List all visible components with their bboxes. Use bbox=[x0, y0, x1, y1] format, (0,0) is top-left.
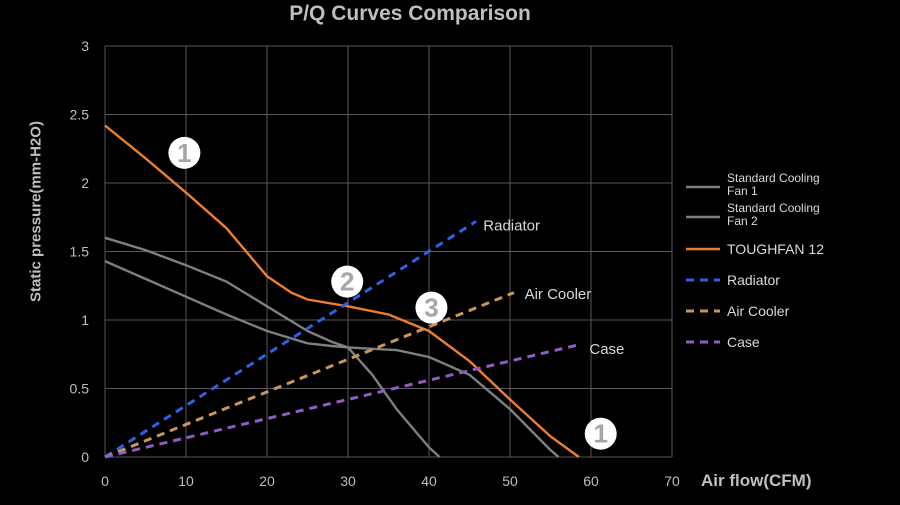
series-line-1 bbox=[104, 260, 560, 458]
series-line-3 bbox=[104, 124, 580, 458]
marker-circle bbox=[168, 136, 201, 169]
curve-label: Radiator bbox=[483, 217, 540, 234]
marker-number: 3 bbox=[424, 293, 438, 323]
marker-circle bbox=[584, 417, 617, 450]
curve-label: Case bbox=[589, 341, 624, 358]
y-tick-label: 1 bbox=[81, 312, 89, 328]
series-line-6 bbox=[104, 343, 580, 459]
marker-circle bbox=[331, 265, 364, 298]
marker-number: 2 bbox=[340, 267, 354, 297]
x-tick-label: 30 bbox=[340, 473, 356, 489]
y-tick-label: 2.5 bbox=[70, 107, 90, 123]
curve-label: Air Cooler bbox=[525, 286, 592, 303]
x-tick-label: 60 bbox=[583, 473, 599, 489]
y-tick-label: 3 bbox=[81, 38, 89, 54]
y-tick-label: 0.5 bbox=[70, 381, 90, 397]
y-tick-label: 1.5 bbox=[70, 244, 90, 260]
x-tick-label: 0 bbox=[101, 473, 109, 489]
series-line-2 bbox=[104, 236, 441, 458]
x-tick-label: 10 bbox=[178, 473, 194, 489]
x-tick-label: 40 bbox=[421, 473, 437, 489]
legend-label: Standard Cooling Fan 2 bbox=[727, 201, 820, 228]
x-tick-label: 20 bbox=[259, 473, 275, 489]
x-axis-label: Air flow(CFM) bbox=[701, 471, 812, 490]
series-line-5 bbox=[104, 291, 515, 459]
chart-title: P/Q Curves Comparison bbox=[289, 2, 531, 25]
legend-label: Air Cooler bbox=[727, 303, 790, 319]
legend-label: Standard Cooling Fan 1 bbox=[727, 171, 820, 198]
x-tick-label: 70 bbox=[664, 473, 680, 489]
marker-circle bbox=[415, 291, 448, 324]
series-line-4 bbox=[104, 220, 477, 459]
legend-label: Radiator bbox=[727, 272, 780, 288]
legend-label: TOUGHFAN 12 bbox=[727, 241, 824, 257]
legend-label: Case bbox=[727, 334, 760, 350]
y-tick-label: 2 bbox=[81, 175, 89, 191]
y-tick-label: 0 bbox=[81, 449, 89, 465]
x-tick-label: 50 bbox=[502, 473, 518, 489]
marker-number: 1 bbox=[177, 138, 191, 168]
marker-number: 1 bbox=[593, 419, 607, 449]
